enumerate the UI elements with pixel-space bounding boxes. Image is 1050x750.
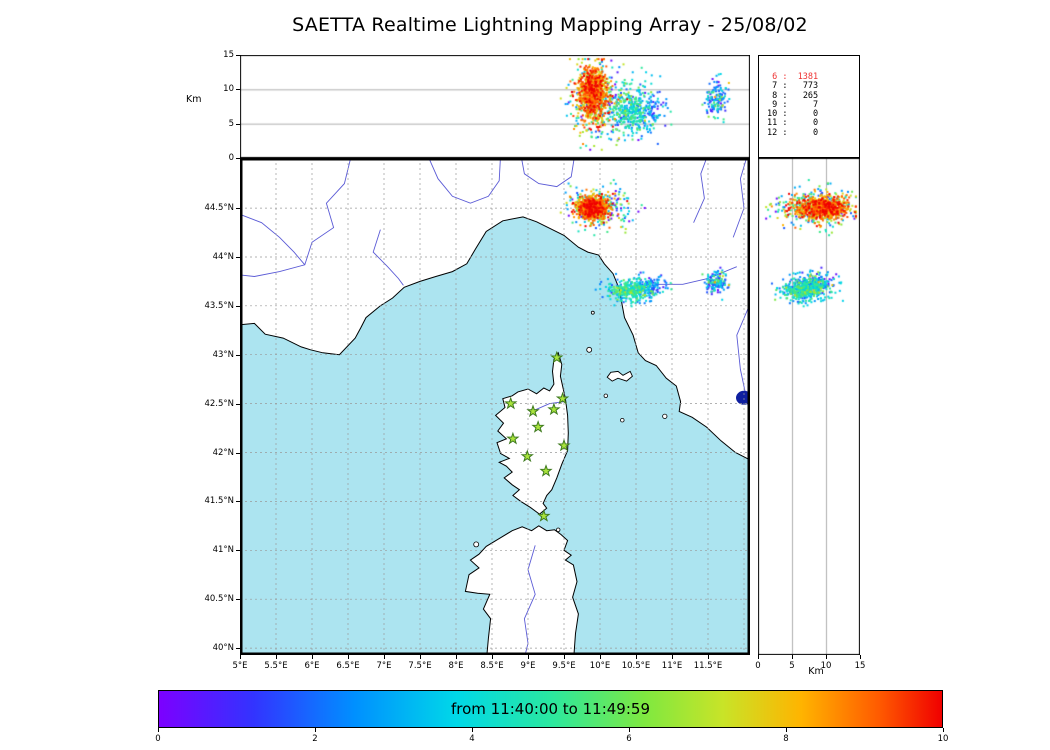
alt-tick-label: 0 — [228, 153, 234, 163]
lon-tick-mark — [384, 655, 385, 659]
lat-tick-mark — [236, 648, 240, 650]
lon-tick-label: 5°E — [232, 661, 248, 671]
colorbar-tick-label: 8 — [783, 734, 789, 744]
top-km-axis-label: Km — [186, 94, 202, 105]
lat-tick-label: 44.5°N — [204, 203, 234, 214]
count-row: 10 : 0 — [767, 109, 819, 120]
lon-tick-mark — [564, 655, 565, 659]
lon-tick-mark — [348, 655, 349, 659]
map-lightning-overlay — [240, 158, 750, 655]
lon-tick-label: 6.5°E — [336, 661, 360, 671]
lon-tick-label: 7.5°E — [408, 661, 432, 671]
km-tick-label: 15 — [854, 661, 866, 671]
alt-tick-label: 10 — [223, 84, 234, 95]
lon-tick-label: 8.5°E — [480, 661, 504, 671]
colorbar-tick-label: 2 — [312, 734, 318, 744]
alt-tick-label: 15 — [223, 50, 234, 60]
alt-tick-label: 5 — [228, 118, 234, 129]
colorbar-tick-label: 4 — [469, 734, 475, 744]
lat-tick-mark — [236, 550, 240, 552]
colorbar-tick-mark — [472, 728, 473, 732]
colorbar-tick-mark — [315, 728, 316, 732]
colorbar-tick-mark — [786, 728, 787, 732]
lat-tick-label: 41°N — [212, 545, 234, 556]
lat-tick-label: 43.5°N — [204, 300, 234, 311]
lat-tick-mark — [236, 208, 240, 210]
km-tick-label: 5 — [789, 661, 795, 671]
lon-tick-label: 11°E — [661, 661, 683, 671]
alt-tick-mark — [236, 123, 240, 125]
lat-tick-mark — [236, 305, 240, 307]
lon-tick-mark — [528, 655, 529, 659]
lon-tick-mark — [672, 655, 673, 659]
count-row: 7 : 773 — [772, 81, 819, 92]
count-row: 6 : 1381 — [772, 72, 819, 82]
lon-tick-mark — [492, 655, 493, 659]
lat-tick-mark — [236, 354, 240, 356]
lon-tick-label: 9.5°E — [552, 661, 576, 671]
colorbar-tick-label: 6 — [626, 734, 632, 744]
lat-tick-mark — [236, 501, 240, 503]
lon-tick-mark — [312, 655, 313, 659]
lon-tick-label: 6°E — [304, 661, 320, 671]
km-tick-mark — [758, 655, 759, 659]
alt-tick-mark — [236, 158, 240, 159]
colorbar-tick-mark — [629, 728, 630, 732]
right-km-axis-label: Km — [808, 666, 824, 677]
km-tick-label: 10 — [820, 661, 832, 671]
lat-tick-label: 40°N — [212, 643, 234, 654]
lon-tick-mark — [636, 655, 637, 659]
lon-tick-mark — [420, 655, 421, 659]
lon-tick-mark — [240, 655, 241, 659]
count-row: 12 : 0 — [767, 127, 819, 138]
alt-tick-mark — [236, 89, 240, 91]
lon-tick-mark — [708, 655, 709, 659]
colorbar-tick-mark — [158, 728, 159, 732]
lon-tick-label: 8°E — [448, 661, 464, 671]
lat-tick-label: 42.5°N — [204, 398, 234, 409]
lon-tick-mark — [456, 655, 457, 659]
time-colorbar: from 11:40:00 to 11:49:59 — [158, 690, 943, 728]
lon-tick-label: 11.5°E — [693, 661, 723, 671]
km-tick-mark — [792, 655, 793, 659]
alt-tick-mark — [236, 55, 240, 56]
lon-tick-label: 9°E — [520, 661, 536, 671]
altitude-latitude-panel — [758, 158, 860, 655]
altitude-longitude-panel — [240, 55, 750, 158]
time-window-label: from 11:40:00 to 11:49:59 — [450, 700, 650, 718]
km-tick-mark — [826, 655, 827, 659]
lat-tick-label: 41.5°N — [204, 496, 234, 507]
count-row: 8 : 265 — [772, 90, 819, 101]
lon-tick-label: 5.5°E — [264, 661, 288, 671]
lat-tick-label: 43°N — [212, 349, 234, 360]
lat-tick-mark — [236, 599, 240, 601]
lat-tick-mark — [236, 452, 240, 454]
km-tick-label: 0 — [755, 661, 761, 671]
count-row: 9 : 7 — [772, 99, 819, 110]
lon-tick-label: 10°E — [589, 661, 611, 671]
count-row: 11 : 0 — [767, 118, 819, 129]
figure-title: SAETTA Realtime Lightning Mapping Array … — [292, 14, 808, 36]
km-tick-mark — [860, 655, 861, 659]
colorbar-tick-mark — [943, 728, 944, 732]
lon-tick-label: 10.5°E — [621, 661, 651, 671]
lon-tick-mark — [276, 655, 277, 659]
lat-tick-label: 42°N — [212, 447, 234, 458]
colorbar-tick-label: 10 — [937, 734, 949, 744]
lat-tick-mark — [236, 403, 240, 405]
lon-tick-mark — [600, 655, 601, 659]
lat-tick-mark — [236, 256, 240, 258]
lat-tick-label: 40.5°N — [204, 594, 234, 605]
colorbar-tick-label: 0 — [155, 734, 161, 744]
lat-tick-label: 44°N — [212, 251, 234, 262]
lon-tick-label: 7°E — [376, 661, 392, 671]
